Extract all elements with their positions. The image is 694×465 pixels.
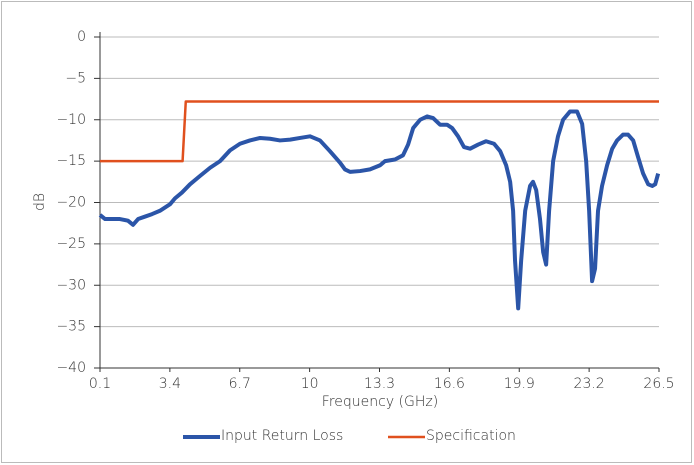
x-tick-label: 26.5 (643, 376, 674, 392)
y-tick-label: −35 (56, 319, 86, 335)
x-tick-label: 13.3 (364, 376, 395, 392)
x-tick-label: 6.7 (229, 376, 251, 392)
y-tick-label: −20 (56, 195, 86, 211)
y-tick-label: 0 (77, 29, 86, 45)
y-tick-label: −10 (56, 112, 86, 128)
y-tick-label: −40 (56, 360, 86, 376)
y-tick-label: −15 (56, 153, 86, 169)
legend-label: Input Return Loss (221, 428, 343, 444)
legend-label: Specification (426, 428, 516, 444)
y-tick-label: −30 (56, 277, 86, 293)
x-tick-label: 16.6 (434, 376, 465, 392)
x-tick-label: 3.4 (159, 376, 181, 392)
x-tick-label: 19.9 (504, 376, 535, 392)
y-tick-label: −25 (56, 236, 86, 252)
series-line (98, 109, 661, 311)
x-tick-label: 23.2 (574, 376, 605, 392)
x-tick-label: 0.1 (89, 376, 111, 392)
y-tick-label: −5 (65, 70, 86, 86)
series-line (100, 100, 659, 163)
x-tick-label: 10 (301, 376, 319, 392)
y-axis-label: dB (32, 193, 48, 211)
x-axis-label: Frequency (GHz) (322, 394, 438, 410)
